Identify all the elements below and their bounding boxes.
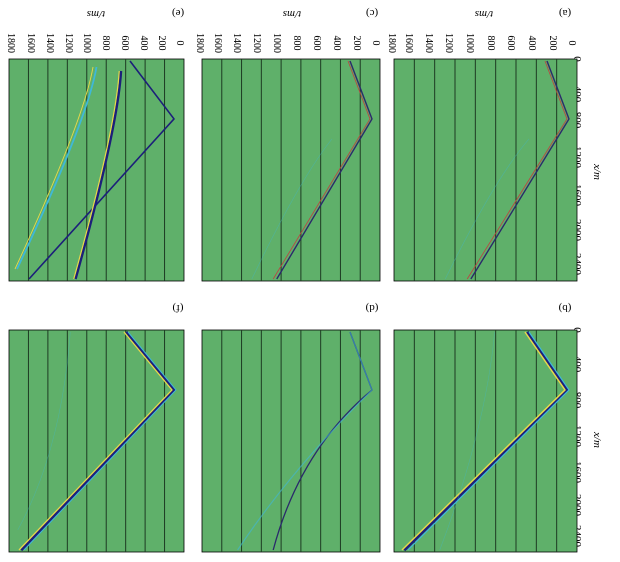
t-tick-label: 1400 bbox=[423, 33, 434, 53]
t-tick-label: 400 bbox=[526, 36, 537, 51]
panel-a-background bbox=[393, 58, 578, 282]
wavefront-event bbox=[17, 331, 71, 531]
wavefront-event bbox=[466, 60, 568, 280]
t-axis-label-col3: t/ms bbox=[87, 8, 105, 20]
wavefront-event bbox=[251, 138, 333, 280]
t-tick-label: 1200 bbox=[63, 33, 74, 53]
panel-letter-e: (e) bbox=[172, 7, 185, 19]
t-tick-label: 1400 bbox=[231, 33, 242, 53]
wavefront-event bbox=[470, 60, 570, 280]
panel-f bbox=[8, 329, 185, 553]
t-tick-label: 200 bbox=[351, 36, 362, 51]
t-tick-label: 600 bbox=[119, 36, 130, 51]
wavefront-event bbox=[439, 331, 495, 551]
panel-b bbox=[393, 329, 578, 553]
t-tick-label: 1800 bbox=[5, 33, 16, 53]
panel-f-background bbox=[8, 329, 185, 553]
t-axis-label-col1: t/ms bbox=[475, 8, 493, 20]
t-tick-label: 1400 bbox=[44, 33, 55, 53]
t-tick-label: 0 bbox=[566, 41, 577, 46]
wavefront-event bbox=[444, 138, 530, 280]
t-tick-label: 200 bbox=[547, 36, 558, 51]
t-tick-labels: 0 200 400 600 800 1000 1200 1400 1600 18… bbox=[5, 33, 577, 53]
wavefront-event bbox=[19, 330, 176, 552]
panel-b-background bbox=[393, 329, 578, 553]
t-tick-label: 400 bbox=[331, 36, 342, 51]
t-tick-label: 1600 bbox=[403, 33, 414, 53]
wavefront-event bbox=[28, 60, 175, 280]
t-tick-label: 400 bbox=[138, 36, 149, 51]
t-tick-label: 600 bbox=[311, 36, 322, 51]
wavefront-event bbox=[18, 331, 173, 551]
t-tick-label: 1600 bbox=[25, 33, 36, 53]
t-tick-label: 1000 bbox=[464, 33, 475, 53]
x-axis-label-bottom: x/m bbox=[591, 431, 603, 448]
t-tick-label: 1000 bbox=[81, 33, 92, 53]
panel-letter-f: (f) bbox=[172, 302, 183, 314]
t-axis-label-col2: t/ms bbox=[283, 8, 301, 20]
t-tick-label: 1000 bbox=[271, 33, 282, 53]
panel-e bbox=[8, 58, 185, 282]
wavefront-event bbox=[272, 60, 371, 280]
wavefront-event bbox=[407, 331, 570, 551]
wavefront-event bbox=[272, 331, 373, 551]
panel-letter-d: (d) bbox=[365, 302, 378, 314]
panel-c bbox=[201, 58, 381, 282]
panel-letter-c: (c) bbox=[366, 7, 379, 19]
panel-d-background bbox=[201, 329, 381, 553]
panel-e-background bbox=[8, 58, 185, 282]
wavefront-event bbox=[276, 60, 373, 280]
wavefront-event bbox=[74, 70, 123, 280]
wavefront-event bbox=[14, 66, 94, 270]
panel-d bbox=[201, 329, 381, 553]
wavefront-event bbox=[401, 331, 566, 551]
t-tick-label: 1600 bbox=[212, 33, 223, 53]
wavefront-event bbox=[16, 66, 98, 270]
t-tick-label: 0 bbox=[370, 41, 381, 46]
panel-letter-b: (b) bbox=[558, 302, 571, 314]
x-axis-label-top: x/m bbox=[591, 163, 603, 180]
wavefront-event bbox=[237, 331, 373, 551]
t-tick-label: 1200 bbox=[443, 33, 454, 53]
t-tick-label: 800 bbox=[291, 36, 302, 51]
t-tick-label: 800 bbox=[485, 36, 496, 51]
t-tick-label: 1200 bbox=[251, 33, 262, 53]
wavefront-event bbox=[402, 331, 569, 552]
t-tick-label: 0 bbox=[174, 41, 185, 46]
panel-c-background bbox=[201, 58, 381, 282]
column-headers: t/ms t/ms t/ms (a) (c) (e) (b) (d) (f) bbox=[87, 7, 572, 314]
t-tick-label: 800 bbox=[100, 36, 111, 51]
t-tick-label: 200 bbox=[156, 36, 167, 51]
wavefront-event bbox=[73, 70, 120, 280]
t-tick-label: 600 bbox=[505, 36, 516, 51]
panel-letter-a: (a) bbox=[559, 7, 572, 19]
t-tick-label: 1800 bbox=[386, 33, 397, 53]
t-tick-label: 1800 bbox=[194, 33, 205, 53]
panel-a bbox=[393, 58, 578, 282]
wavefront-event bbox=[23, 331, 177, 551]
